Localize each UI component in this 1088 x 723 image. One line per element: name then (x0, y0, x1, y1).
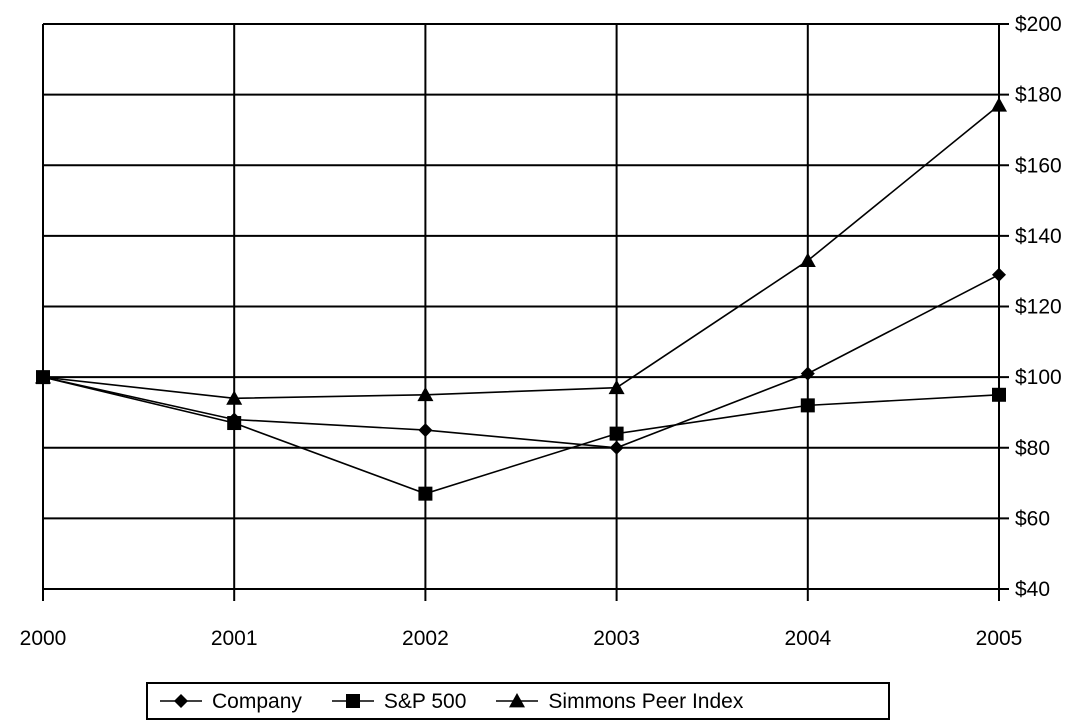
series-line-company (42, 274, 1000, 449)
data-point-s-p-500 (800, 398, 815, 413)
data-point-simmons-peer-index (226, 390, 243, 405)
legend-label: Simmons Peer Index (548, 689, 744, 713)
legend-marker-square-icon (331, 694, 374, 708)
legend-item-simmons-peer-index: Simmons Peer Index (494, 691, 743, 712)
gridlines (42, 23, 1009, 601)
data-point-s-p-500 (609, 426, 624, 441)
x-tick-label: 2003 (593, 627, 640, 650)
legend-item-s-p-500: S&P 500 (330, 689, 467, 713)
y-tick-label: $200 (1015, 13, 1062, 36)
data-point-company (800, 366, 815, 381)
y-tick-label: $80 (1015, 437, 1050, 460)
series-line-s-p-500 (42, 376, 1000, 495)
x-axis-tick-labels: 2000 2001 2002 2003 2004 2005 (20, 627, 1023, 650)
legend-label: Company (212, 689, 302, 713)
axes (43, 24, 1000, 590)
data-point-s-p-500 (992, 387, 1006, 402)
data-point-simmons-peer-index (991, 97, 1007, 112)
data-point-simmons-peer-index (799, 252, 816, 267)
y-tick-label: $180 (1015, 84, 1062, 107)
data-point-company (609, 440, 624, 455)
legend-marker (509, 693, 526, 708)
line-chart: $200$180$160$140$120$100$80$60$40 2000 20… (20, 13, 1062, 650)
y-tick-label: $60 (1015, 507, 1050, 530)
y-tick-label: $100 (1015, 366, 1062, 389)
series-lines (42, 104, 1000, 495)
x-tick-label: 2001 (211, 627, 258, 650)
x-tick-label: 2005 (976, 627, 1023, 650)
y-tick-label: $140 (1015, 225, 1062, 248)
chart-legend: Company S&P 500 Simmons Peer Index (146, 682, 890, 720)
data-point-simmons-peer-index (608, 379, 625, 395)
legend-marker (345, 694, 360, 708)
y-tick-label: $40 (1015, 578, 1050, 601)
x-tick-label: 2004 (784, 627, 831, 650)
series-markers (35, 97, 1007, 501)
legend-marker (174, 694, 188, 708)
legend-label: S&P 500 (383, 689, 467, 713)
data-point-simmons-peer-index (417, 386, 434, 402)
data-point-simmons-peer-index (35, 369, 51, 384)
data-point-company (992, 267, 1006, 282)
legend-item-company: Company (158, 691, 302, 712)
y-tick-label: $120 (1015, 296, 1062, 319)
x-tick-label: 2000 (20, 627, 67, 650)
x-tick-label: 2002 (402, 627, 449, 650)
series-line-simmons-peer-index (42, 104, 1000, 400)
legend-marker-diamond-icon (160, 694, 202, 708)
data-point-s-p-500 (227, 416, 242, 431)
y-tick-label: $160 (1015, 154, 1062, 177)
data-point-s-p-500 (418, 486, 433, 501)
legend-marker-triangle-icon (496, 693, 539, 708)
data-point-company (418, 423, 433, 438)
y-axis-tick-labels: $200 $180 $160 $140 $120 $100 $80 $60 $40 (1015, 13, 1062, 601)
